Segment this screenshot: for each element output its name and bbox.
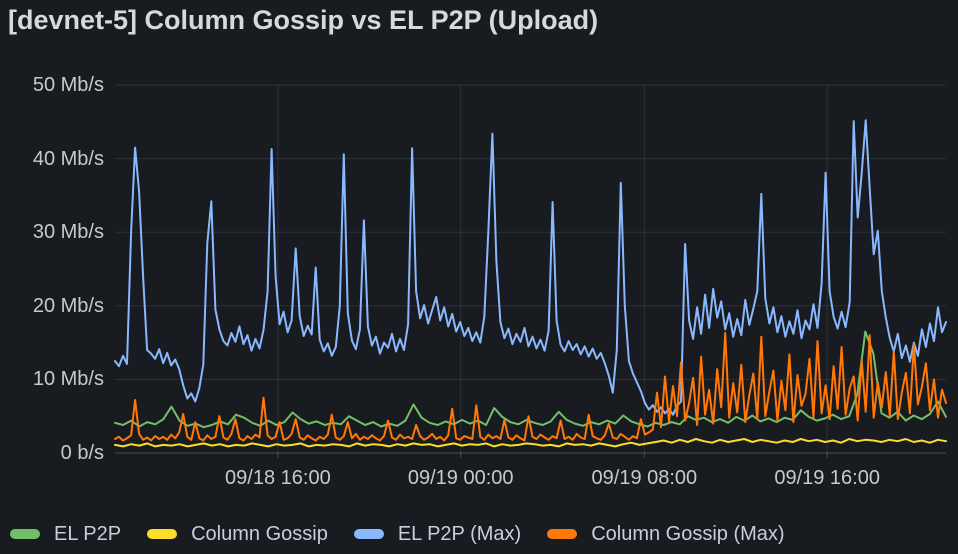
y-axis-tick-label: 50 Mb/s xyxy=(32,74,104,96)
legend-item-el-p2p-max[interactable]: EL P2P (Max) xyxy=(353,522,522,546)
x-axis-tick-label: 09/18 16:00 xyxy=(225,467,331,489)
y-axis-tick-label: 20 Mb/s xyxy=(32,294,104,317)
series-line-column-gossip-max xyxy=(114,332,947,442)
x-axis-tick-label: 09/19 08:00 xyxy=(591,467,698,489)
legend-swatch-column-gossip-max xyxy=(547,529,578,539)
series-line-column-gossip xyxy=(114,438,947,448)
legend-label: EL P2P xyxy=(54,522,122,545)
chart-canvas[interactable] xyxy=(0,0,958,505)
legend-label: Column Gossip (Max) xyxy=(591,522,785,545)
legend: EL P2P Column Gossip EL P2P (Max) Column Go… xyxy=(10,519,785,549)
legend-label: EL P2P (Max) xyxy=(397,522,522,545)
panel-title[interactable]: [devnet-5] Column Gossip vs EL P2P (Uplo… xyxy=(8,5,599,35)
y-axis-tick-label: 10 Mb/s xyxy=(32,368,104,391)
y-axis-tick-label: 40 Mb/s xyxy=(32,147,104,170)
chart-area: 0 b/s 10 Mb/s 20 Mb/s 30 Mb/s 40 Mb/s 50 Mb/s… xyxy=(0,0,958,505)
legend-item-column-gossip-max[interactable]: Column Gossip (Max) xyxy=(547,522,785,546)
legend-label: Column Gossip xyxy=(191,522,328,545)
y-axis-tick-label: 30 Mb/s xyxy=(32,221,104,244)
series-line-el-p2p-max xyxy=(114,119,947,416)
y-axis-tick-label: 0 b/s xyxy=(60,442,104,464)
legend-item-el-p2p[interactable]: EL P2P xyxy=(10,523,121,546)
legend-swatch-el-p2p xyxy=(10,529,40,539)
legend-item-column-gossip[interactable]: Column Gossip xyxy=(147,523,328,546)
x-axis-tick-label: 09/19 00:00 xyxy=(407,467,514,489)
x-axis-tick-label: 09/19 16:00 xyxy=(774,467,880,489)
legend-swatch-column-gossip xyxy=(147,529,178,539)
legend-swatch-el-p2p-max xyxy=(353,529,384,539)
